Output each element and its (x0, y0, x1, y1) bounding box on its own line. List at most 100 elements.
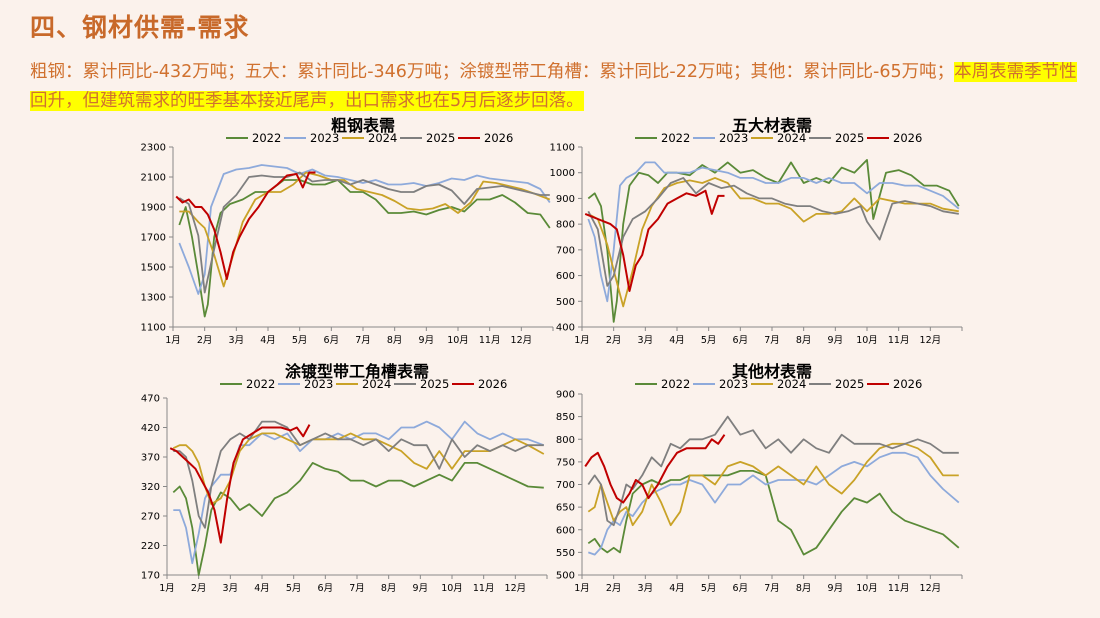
y-tick-label: 420 (141, 423, 160, 434)
x-tick-label: 3月 (229, 335, 245, 346)
x-tick-label: 4月 (669, 583, 685, 594)
series-line-2026 (584, 189, 725, 292)
x-tick-label: 10月 (441, 583, 463, 594)
x-tick-label: 6月 (733, 583, 749, 594)
x-tick-label: 1月 (159, 583, 175, 594)
x-tick-label: 2月 (191, 583, 207, 594)
x-tick-label: 7月 (764, 583, 780, 594)
legend-label-2025: 2025 (835, 131, 864, 145)
y-tick-label: 1100 (141, 323, 166, 334)
x-tick-label: 8月 (796, 583, 812, 594)
y-tick-label: 750 (556, 457, 575, 468)
y-tick-label: 600 (556, 525, 575, 536)
x-tick-label: 6月 (318, 583, 334, 594)
x-tick-label: 12月 (505, 583, 527, 594)
summary-plain: 粗钢：累计同比-432万吨；五大：累计同比-346万吨；涂镀型带工角槽：累计同比… (30, 62, 955, 82)
x-tick-label: 2月 (606, 335, 622, 346)
legend-label-2022: 2022 (252, 131, 281, 145)
series-line-2023 (588, 451, 960, 556)
chart-crude-steel: 粗钢表需 2022 2023 2024 2025 2026 1100 1300 1500 1700… (141, 116, 554, 346)
legend-label-2022: 2022 (246, 377, 275, 391)
legend-label-2026: 2026 (893, 377, 922, 391)
y-tick-label: 1700 (141, 233, 166, 244)
y-tick-label: 700 (556, 245, 575, 256)
x-tick-label: 9月 (828, 583, 844, 594)
chart-title: 五大材表需 (732, 116, 812, 135)
x-tick-label: 8月 (796, 335, 812, 346)
x-tick-label: 2月 (606, 583, 622, 594)
chart-coated-sections: 涂镀型带工角槽表需 2022 2023 2024 2025 2026 170 220 270 32… (141, 362, 548, 594)
chart-other: 其他材表需 2022 2023 2024 2025 2026 500 550 600 650 700… (556, 362, 963, 594)
legend-label-2026: 2026 (478, 377, 507, 391)
legend-label-2024: 2024 (362, 377, 391, 391)
x-tick-label: 4月 (254, 583, 270, 594)
x-tick-label: 11月 (888, 335, 910, 346)
y-tick-label: 800 (556, 435, 575, 446)
y-tick-label: 470 (141, 394, 160, 405)
legend-label-2022: 2022 (661, 377, 690, 391)
series-line-2022 (587, 470, 960, 556)
x-tick-label: 5月 (701, 583, 717, 594)
y-tick-label: 650 (556, 503, 575, 514)
x-tick-label: 3月 (638, 335, 654, 346)
x-tick-label: 3月 (223, 583, 239, 594)
legend-label-2023: 2023 (719, 377, 748, 391)
y-tick-label: 1900 (141, 203, 166, 214)
y-tick-label: 800 (556, 220, 575, 231)
x-tick-label: 7月 (349, 583, 365, 594)
legend-label-2024: 2024 (368, 131, 397, 145)
y-tick-label: 370 (141, 453, 160, 464)
y-tick-label: 850 (556, 412, 575, 423)
x-tick-label: 7月 (764, 335, 780, 346)
x-tick-label: 4月 (260, 335, 276, 346)
page-title: 四、钢材供需-需求 (30, 13, 250, 42)
legend-label-2023: 2023 (304, 377, 333, 391)
x-tick-label: 11月 (473, 583, 495, 594)
x-tick-label: 8月 (381, 583, 397, 594)
y-tick-label: 270 (141, 512, 160, 523)
y-tick-label: 320 (141, 482, 160, 493)
x-tick-label: 1月 (574, 583, 590, 594)
series-line-2023 (178, 164, 551, 295)
series-line-2024 (587, 177, 959, 308)
legend-label-2026: 2026 (484, 131, 513, 145)
y-tick-label: 1500 (141, 263, 166, 274)
chart-title: 涂镀型带工角槽表需 (285, 362, 429, 381)
y-tick-label: 900 (556, 390, 575, 401)
y-tick-label: 600 (556, 271, 575, 282)
series-line-2026 (175, 171, 316, 280)
y-tick-label: 2100 (141, 173, 166, 184)
series-line-2025 (587, 177, 959, 287)
legend-label-2025: 2025 (420, 377, 449, 391)
legend-label-2026: 2026 (893, 131, 922, 145)
series-line-2025 (178, 171, 550, 294)
x-tick-label: 2月 (197, 335, 213, 346)
summary-text: 粗钢：累计同比-432万吨；五大：累计同比-346万吨；涂镀型带工角槽：累计同比… (30, 58, 1080, 116)
x-tick-label: 11月 (479, 335, 501, 346)
x-tick-label: 1月 (574, 335, 590, 346)
x-tick-label: 7月 (355, 335, 371, 346)
x-tick-label: 9月 (413, 583, 429, 594)
y-tick-label: 220 (141, 541, 160, 552)
x-tick-label: 10月 (447, 335, 469, 346)
legend-label-2025: 2025 (426, 131, 455, 145)
chart-title: 粗钢表需 (331, 116, 395, 135)
legend-label-2022: 2022 (661, 131, 690, 145)
x-tick-label: 12月 (920, 583, 942, 594)
x-tick-label: 11月 (888, 583, 910, 594)
series-line-2026 (584, 434, 726, 504)
x-tick-label: 10月 (856, 583, 878, 594)
x-tick-label: 12月 (511, 335, 533, 346)
y-tick-label: 700 (556, 480, 575, 491)
series-line-2022 (178, 179, 551, 318)
series-line-2024 (179, 171, 551, 288)
x-tick-label: 6月 (324, 335, 340, 346)
y-tick-label: 2300 (141, 143, 166, 154)
x-tick-label: 5月 (286, 583, 302, 594)
series-line-2025 (587, 415, 959, 527)
legend-label-2024: 2024 (777, 131, 806, 145)
x-tick-label: 4月 (669, 335, 685, 346)
x-tick-label: 3月 (638, 583, 654, 594)
x-tick-label: 5月 (701, 335, 717, 346)
x-tick-label: 6月 (733, 335, 749, 346)
